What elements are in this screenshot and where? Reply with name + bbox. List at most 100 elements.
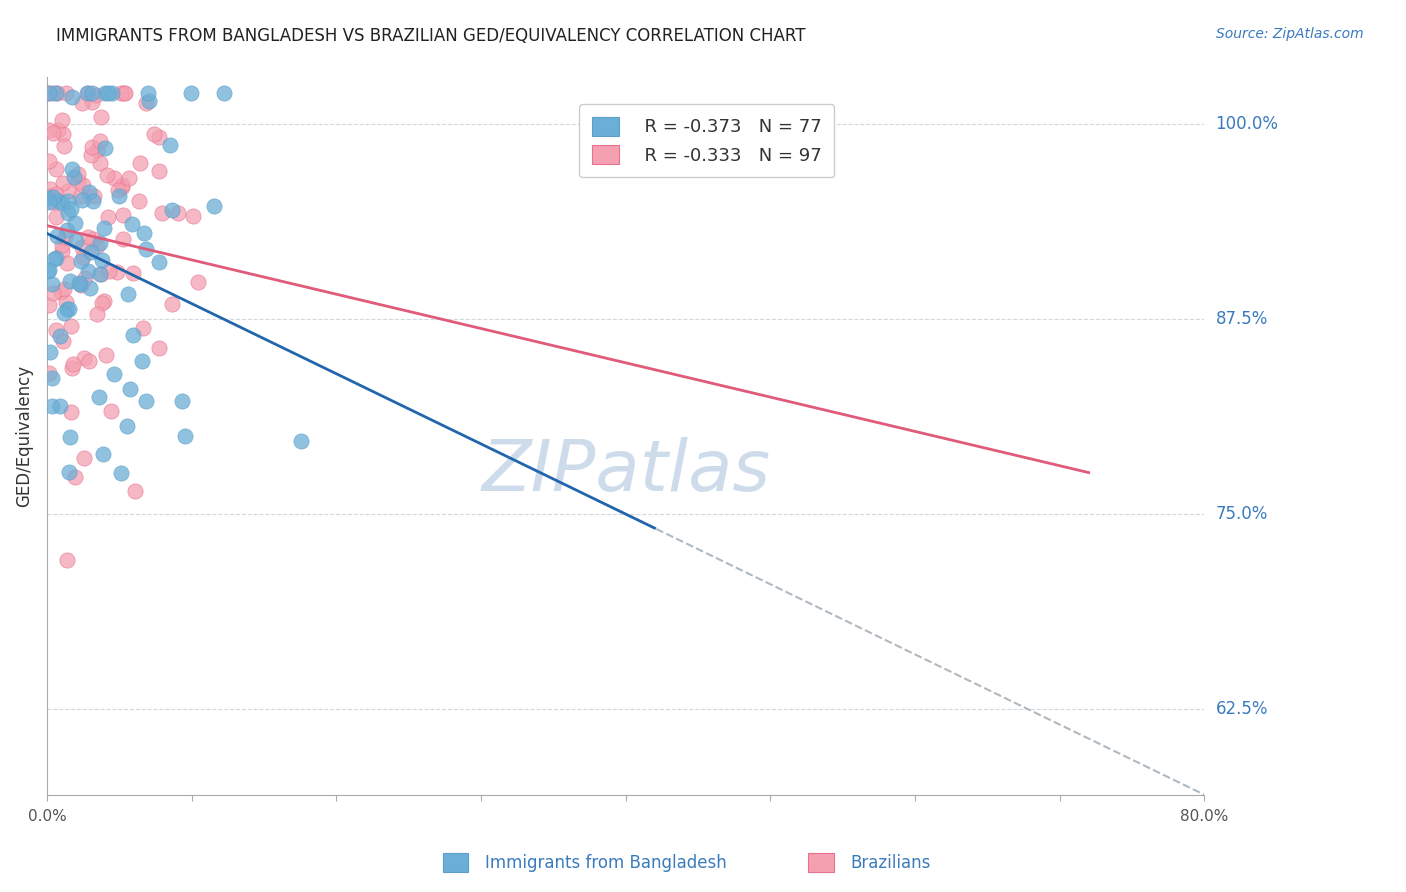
- Point: [37, 264, 59, 278]
- Point: [86, 238, 108, 252]
- Point: [72, 450, 94, 465]
- Point: [86, 143, 108, 157]
- Point: [135, 95, 157, 110]
- Point: [56, 553, 79, 567]
- Point: [111, 179, 134, 194]
- Point: [108, 189, 131, 203]
- Point: [55, 295, 77, 310]
- Point: [56, 302, 79, 317]
- Point: [115, 419, 138, 434]
- Point: [103, 170, 125, 185]
- Point: [52, 334, 75, 348]
- Point: [65, 235, 87, 249]
- Point: [101, 86, 124, 100]
- Point: [131, 354, 153, 368]
- Point: [41, 126, 63, 140]
- Point: [62, 357, 84, 371]
- Point: [96, 168, 118, 182]
- Point: [90, 267, 112, 281]
- Point: [59, 430, 82, 444]
- Point: [69, 253, 91, 268]
- Point: [118, 382, 141, 396]
- Y-axis label: GED/Equivalency: GED/Equivalency: [15, 365, 32, 508]
- Point: [51, 195, 73, 210]
- Point: [94, 141, 117, 155]
- Point: [38, 263, 60, 277]
- Point: [38, 345, 60, 359]
- Point: [45, 86, 67, 100]
- Point: [89, 268, 111, 282]
- Point: [45, 187, 67, 202]
- Text: 87.5%: 87.5%: [1216, 310, 1268, 328]
- Point: [111, 178, 134, 193]
- Point: [38, 123, 60, 137]
- Point: [46, 194, 69, 208]
- Point: [41, 399, 63, 413]
- Point: [59, 274, 82, 288]
- Point: [56, 205, 79, 219]
- Point: [112, 208, 135, 222]
- Point: [180, 86, 202, 100]
- Point: [135, 394, 157, 409]
- Point: [187, 276, 209, 290]
- Point: [107, 182, 129, 196]
- Point: [128, 194, 150, 208]
- Point: [51, 238, 73, 252]
- Point: [39, 182, 62, 196]
- Point: [105, 265, 128, 279]
- Point: [46, 123, 69, 137]
- Point: [52, 305, 75, 319]
- Point: [52, 139, 75, 153]
- Point: [96, 348, 118, 362]
- Point: [148, 164, 170, 178]
- Point: [93, 294, 115, 309]
- Point: [49, 285, 72, 299]
- Point: [44, 211, 66, 225]
- Point: [89, 236, 111, 251]
- Point: [122, 328, 145, 343]
- Point: [58, 184, 80, 198]
- Point: [136, 86, 159, 100]
- Text: 75.0%: 75.0%: [1216, 505, 1268, 523]
- Point: [110, 86, 132, 100]
- Point: [148, 255, 170, 269]
- Point: [52, 176, 75, 190]
- Point: [38, 154, 60, 169]
- Point: [51, 113, 73, 128]
- Point: [77, 354, 100, 368]
- Point: [183, 209, 205, 223]
- Point: [94, 86, 117, 100]
- Point: [73, 351, 96, 365]
- Point: [60, 361, 83, 376]
- Text: Source: ZipAtlas.com: Source: ZipAtlas.com: [1216, 27, 1364, 41]
- Point: [86, 306, 108, 320]
- Point: [150, 206, 173, 220]
- Point: [202, 199, 225, 213]
- Point: [45, 251, 67, 265]
- Point: [91, 447, 114, 461]
- Point: [97, 86, 120, 100]
- Point: [41, 371, 63, 385]
- Point: [77, 264, 100, 278]
- Point: [42, 86, 65, 100]
- Point: [56, 194, 79, 209]
- Point: [56, 256, 79, 270]
- Text: 62.5%: 62.5%: [1216, 700, 1268, 718]
- Point: [41, 277, 63, 291]
- Point: [63, 470, 86, 484]
- Point: [89, 156, 111, 170]
- Point: [82, 232, 104, 246]
- Text: 80.0%: 80.0%: [1180, 809, 1229, 824]
- Point: [58, 301, 80, 316]
- Point: [112, 232, 135, 246]
- Point: [52, 128, 75, 142]
- Point: [89, 135, 111, 149]
- Point: [170, 393, 193, 408]
- Point: [60, 162, 83, 177]
- Point: [59, 405, 82, 419]
- Point: [56, 223, 79, 237]
- Point: [83, 189, 105, 203]
- Point: [53, 230, 76, 244]
- Point: [98, 263, 121, 277]
- Point: [38, 298, 60, 312]
